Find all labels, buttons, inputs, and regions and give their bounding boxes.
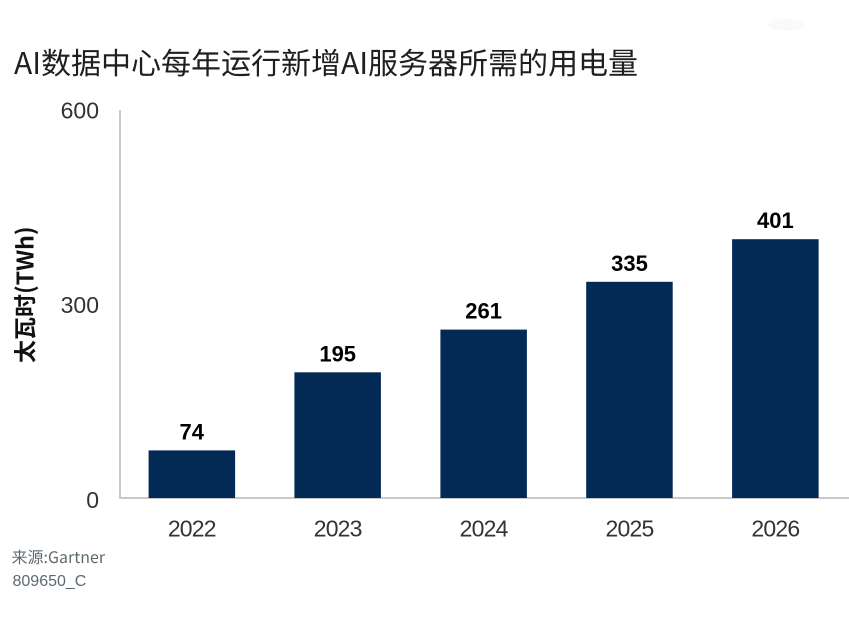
svg-text:0: 0 <box>86 487 99 513</box>
svg-text:809650_C: 809650_C <box>13 573 87 590</box>
svg-text:195: 195 <box>319 341 356 366</box>
svg-text:335: 335 <box>611 251 648 276</box>
svg-text:300: 300 <box>61 292 99 318</box>
svg-text:2023: 2023 <box>314 516 362 542</box>
svg-text:401: 401 <box>757 208 794 233</box>
svg-text:261: 261 <box>465 299 502 324</box>
svg-text:74: 74 <box>180 419 205 444</box>
svg-text:2025: 2025 <box>606 516 654 542</box>
svg-text:600: 600 <box>61 97 99 123</box>
svg-text:2024: 2024 <box>460 516 509 542</box>
svg-text:2026: 2026 <box>751 516 799 542</box>
svg-text:2022: 2022 <box>168 516 216 542</box>
